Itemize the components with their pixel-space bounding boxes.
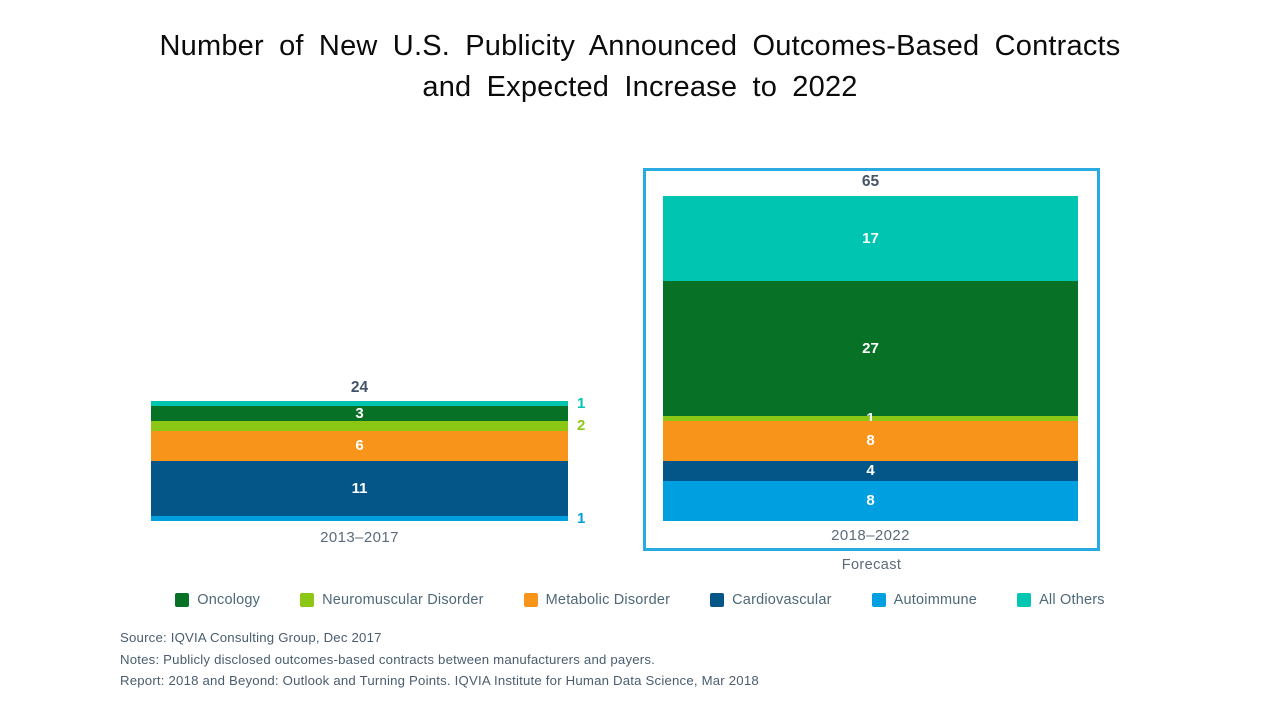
- legend-item-metabolic-disorder: Metabolic Disorder: [523, 592, 671, 608]
- segment-value-label: 4: [866, 462, 875, 479]
- legend-item-cardiovascular: Cardiovascular: [710, 592, 832, 608]
- segment-value-label: 1: [866, 409, 875, 427]
- segment-value-label: 17: [862, 229, 879, 247]
- segment-value-label: 8: [866, 492, 875, 509]
- footer-source: Source: IQVIA Consulting Group, Dec 2017: [120, 630, 382, 645]
- page-title-line1: Number of New U.S. Publicity Announced O…: [159, 30, 1121, 62]
- legend-item-oncology: Oncology: [175, 592, 260, 608]
- bar-segment-autoimmune: 8: [663, 481, 1078, 521]
- footer: Source: IQVIA Consulting Group, Dec 2017…: [120, 627, 759, 692]
- footer-notes: Notes: Publicly disclosed outcomes-based…: [120, 651, 656, 667]
- forecast-highlight-box: [643, 168, 1100, 551]
- segment-value-label: 6: [355, 437, 364, 454]
- legend-item-neuromuscular-disorder: Neuromuscular Disorder: [300, 592, 484, 608]
- segment-value-label-outside: 1: [577, 394, 586, 412]
- bar-segment-all-others: [151, 401, 568, 406]
- bar-segment-oncology: 27: [663, 281, 1078, 416]
- bar-segment-cardiovascular: 4: [663, 461, 1078, 481]
- bar-segment-autoimmune: [151, 516, 568, 521]
- segment-value-label-outside: 2: [577, 417, 586, 434]
- legend: Oncology Neuromuscular Disorder Metabolic …: [0, 592, 1280, 608]
- segment-value-label: 11: [351, 479, 368, 497]
- legend-label: Neuromuscular Disorder: [322, 592, 484, 608]
- legend-swatch-all-others: [1017, 593, 1032, 607]
- bar-segment-metabolic-disorder: 8: [663, 421, 1078, 461]
- stacked-bar-2013-2017: 3 6 11: [151, 401, 568, 521]
- legend-swatch-metabolic-disorder: [523, 593, 538, 607]
- page-title-line2: and Expected Increase to 2022: [422, 71, 858, 103]
- bar-segment-metabolic-disorder: 6: [151, 431, 568, 461]
- legend-swatch-neuromuscular-disorder: [300, 593, 315, 607]
- legend-label: Cardiovascular: [732, 592, 832, 608]
- bar-segment-neuromuscular-disorder: 1: [663, 410, 1078, 426]
- segment-value-label-outside: 1: [577, 509, 586, 527]
- page-title: Number of New U.S. Publicity Announced O…: [0, 26, 1280, 108]
- forecast-label: Forecast: [841, 557, 902, 573]
- bar-segment-all-others: 17: [663, 196, 1078, 281]
- legend-swatch-oncology: [175, 593, 190, 607]
- bar-segment-cardiovascular: 11: [151, 461, 568, 516]
- footer-report: Report: 2018 and Beyond: Outlook and Tur…: [120, 673, 759, 689]
- axis-label-2018-2022: 2018–2022: [831, 527, 910, 544]
- legend-item-all-others: All Others: [1017, 592, 1105, 608]
- total-label-2013-2017: 24: [350, 379, 369, 396]
- legend-label: Autoimmune: [893, 592, 978, 608]
- legend-label: All Others: [1039, 592, 1105, 608]
- segment-value-label: 8: [866, 432, 875, 449]
- legend-swatch-cardiovascular: [710, 593, 725, 607]
- legend-swatch-autoimmune: [871, 593, 886, 607]
- stacked-bar-2018-2022: 17 27 1 8 4 8: [663, 196, 1078, 521]
- segment-value-label: 3: [355, 404, 364, 422]
- legend-label: Metabolic Disorder: [545, 592, 671, 608]
- bar-segment-oncology: 3: [151, 404, 568, 422]
- total-label-2018-2022: 65: [861, 173, 880, 190]
- legend-label: Oncology: [197, 592, 261, 608]
- segment-value-label: 27: [862, 339, 879, 357]
- axis-label-2013-2017: 2013–2017: [320, 529, 399, 546]
- bar-segment-neuromuscular-disorder: [151, 421, 568, 431]
- legend-item-autoimmune: Autoimmune: [871, 592, 978, 608]
